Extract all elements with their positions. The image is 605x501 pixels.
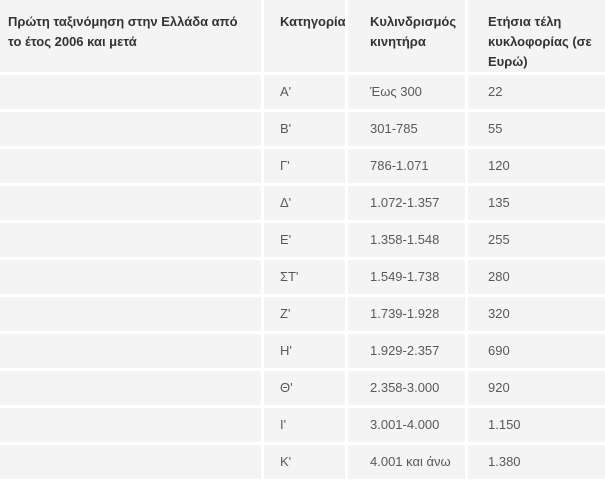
row-label-cell xyxy=(0,223,264,260)
displacement-cell: 1.358-1.548 xyxy=(348,223,468,260)
category-cell: Β' xyxy=(264,112,348,149)
fee-cell: 920 xyxy=(468,371,605,408)
fee-cell: 320 xyxy=(468,297,605,334)
row-label-cell xyxy=(0,334,264,371)
row-label-cell xyxy=(0,260,264,297)
category-cell: Κ' xyxy=(264,445,348,482)
fee-cell: 1.380 xyxy=(468,445,605,482)
table-row: ΣΤ' 1.549-1.738 280 xyxy=(0,260,605,297)
row-label-cell xyxy=(0,297,264,334)
category-cell: Θ' xyxy=(264,371,348,408)
row-label-cell xyxy=(0,445,264,482)
displacement-cell: 4.001 και άνω xyxy=(348,445,468,482)
header-first-registration: Πρώτη ταξινόμηση στην Ελλάδα από το έτος… xyxy=(0,0,264,75)
category-cell: Γ' xyxy=(264,149,348,186)
table-row: Δ' 1.072-1.357 135 xyxy=(0,186,605,223)
displacement-cell: 1.929-2.357 xyxy=(348,334,468,371)
fee-cell: 1.150 xyxy=(468,408,605,445)
table-row: Β' 301-785 55 xyxy=(0,112,605,149)
header-category: Κατηγορία xyxy=(264,0,348,75)
category-cell: ΣΤ' xyxy=(264,260,348,297)
table-row: Α' Έως 300 22 xyxy=(0,75,605,112)
fee-cell: 120 xyxy=(468,149,605,186)
displacement-cell: 1.739-1.928 xyxy=(348,297,468,334)
displacement-cell: Έως 300 xyxy=(348,75,468,112)
fee-cell: 55 xyxy=(468,112,605,149)
category-cell: Η' xyxy=(264,334,348,371)
table-row: Γ' 786-1.071 120 xyxy=(0,149,605,186)
table-row: Η' 1.929-2.357 690 xyxy=(0,334,605,371)
row-label-cell xyxy=(0,186,264,223)
category-cell: Α' xyxy=(264,75,348,112)
row-label-cell xyxy=(0,75,264,112)
displacement-cell: 301-785 xyxy=(348,112,468,149)
table-row: Ε' 1.358-1.548 255 xyxy=(0,223,605,260)
displacement-cell: 1.072-1.357 xyxy=(348,186,468,223)
displacement-cell: 786-1.071 xyxy=(348,149,468,186)
road-tax-table: Πρώτη ταξινόμηση στην Ελλάδα από το έτος… xyxy=(0,0,605,482)
category-cell: Ζ' xyxy=(264,297,348,334)
row-label-cell xyxy=(0,371,264,408)
row-label-cell xyxy=(0,112,264,149)
fee-cell: 280 xyxy=(468,260,605,297)
category-cell: Ε' xyxy=(264,223,348,260)
row-label-cell xyxy=(0,408,264,445)
fee-cell: 255 xyxy=(468,223,605,260)
header-engine-displacement: Κυλινδρισμός κινητήρα xyxy=(348,0,468,75)
table-header-row: Πρώτη ταξινόμηση στην Ελλάδα από το έτος… xyxy=(0,0,605,75)
fee-cell: 22 xyxy=(468,75,605,112)
header-annual-fee: Ετήσια τέλη κυκλοφορίας (σε Ευρώ) xyxy=(468,0,605,75)
fee-cell: 135 xyxy=(468,186,605,223)
category-cell: Ι' xyxy=(264,408,348,445)
displacement-cell: 1.549-1.738 xyxy=(348,260,468,297)
table-row: Κ' 4.001 και άνω 1.380 xyxy=(0,445,605,482)
displacement-cell: 2.358-3.000 xyxy=(348,371,468,408)
category-cell: Δ' xyxy=(264,186,348,223)
displacement-cell: 3.001-4.000 xyxy=(348,408,468,445)
fee-cell: 690 xyxy=(468,334,605,371)
table-row: Ι' 3.001-4.000 1.150 xyxy=(0,408,605,445)
table-row: Θ' 2.358-3.000 920 xyxy=(0,371,605,408)
table-row: Ζ' 1.739-1.928 320 xyxy=(0,297,605,334)
row-label-cell xyxy=(0,149,264,186)
